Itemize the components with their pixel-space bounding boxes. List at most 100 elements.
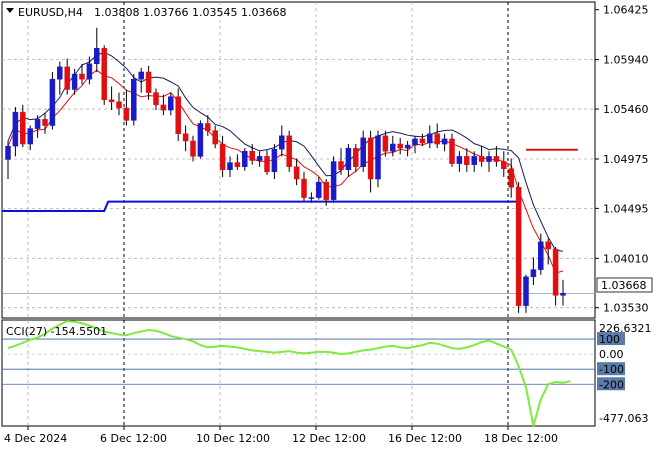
candle-body (131, 78, 137, 121)
candle-body (538, 241, 544, 270)
candle-body (5, 145, 11, 160)
candle-body (545, 241, 551, 250)
price-axis: 1.06425 1.05940 1.05460 1.04975 1.04495 1.040… (595, 4, 649, 315)
candle-body (34, 119, 41, 129)
slow-moving-average (7, 51, 564, 252)
candle-body (108, 99, 115, 103)
ohlc-values: 1.03808 1.03766 1.03545 1.03668 (94, 6, 286, 19)
candle-body (434, 133, 440, 145)
candle-body (116, 101, 122, 109)
candle-body (138, 71, 144, 80)
price-tick-label: 1.04495 (603, 202, 649, 215)
price-tick-label: 1.06425 (603, 4, 649, 17)
candle-body (79, 73, 85, 80)
candle-body (523, 276, 529, 306)
candle-body (404, 144, 411, 149)
price-tick-label: 1.05460 (603, 103, 649, 116)
cci-tick-label: 226.6321 (599, 322, 652, 335)
candle-body (367, 137, 374, 180)
candle-body (301, 178, 307, 198)
cci-tick-label: -200 (599, 378, 624, 391)
candle-body (64, 66, 70, 90)
cci-panel-border (1, 319, 596, 427)
candle-body (508, 168, 514, 188)
candle-body (12, 111, 19, 147)
candle-body (190, 140, 196, 157)
candle-body (552, 248, 559, 296)
cci-tick-label: 0.00 (599, 348, 624, 361)
candle-body (375, 135, 381, 180)
candle-body (160, 104, 167, 111)
cci-line-group (7, 319, 571, 427)
candle-body (279, 135, 285, 150)
fast-moving-average (7, 69, 564, 274)
candle-body (515, 187, 522, 306)
grid-lines (2, 2, 595, 426)
horizontal-lines (2, 148, 595, 294)
collapse-triangle-icon[interactable] (6, 8, 14, 13)
cci-tick-label: -477.063 (599, 412, 648, 425)
candle-body (212, 130, 218, 145)
candle-body (419, 138, 426, 144)
candle-body (153, 92, 159, 106)
candle-body (530, 269, 537, 278)
candle-body (101, 48, 107, 101)
symbol-label: EURUSD,H4 (18, 6, 83, 19)
candle-body (197, 123, 204, 157)
candle-body (20, 111, 26, 145)
candle-body (205, 123, 211, 131)
cci-tick-label: -100 (599, 363, 624, 376)
time-tick-label: 18 Dec 12:00 (484, 432, 558, 445)
cci-tick-label: 100 (599, 333, 620, 346)
candle-body (94, 48, 100, 65)
candle-body (501, 161, 507, 169)
candle-body (316, 181, 322, 198)
candle-body (71, 73, 78, 90)
candle-body (175, 96, 181, 135)
candle-body (471, 156, 477, 165)
current-price-label: 1.03668 (601, 279, 647, 292)
candle-body (493, 156, 500, 162)
candle-body (323, 181, 329, 200)
candle-body (227, 162, 233, 171)
candle-body (256, 156, 263, 161)
price-tick-label: 1.03530 (603, 302, 649, 315)
candle-body (42, 119, 48, 126)
price-panel-border (1, 1, 596, 319)
cci-level-lines (2, 338, 595, 385)
candle-body (330, 161, 337, 200)
candle-body (27, 128, 33, 145)
candle-body (168, 96, 174, 111)
candle-body (478, 156, 485, 162)
candle-body (390, 143, 396, 152)
cci-line (7, 319, 571, 427)
time-tick-label: 4 Dec 2024 (4, 432, 67, 445)
candle-body (271, 148, 278, 173)
candle-body (249, 151, 255, 161)
time-tick-label: 6 Dec 12:00 (100, 432, 167, 445)
candle-body (86, 63, 93, 80)
candle-body (464, 156, 470, 165)
price-tick-label: 1.04975 (603, 153, 649, 166)
time-axis: 4 Dec 2024 6 Dec 12:00 10 Dec 12:00 12 Dec … (4, 426, 558, 445)
candle-body (293, 166, 300, 180)
cci-level-box (597, 377, 625, 391)
cci-level-box (597, 362, 625, 376)
candle-body (345, 147, 352, 171)
candle-body (397, 143, 403, 149)
candlesticks (5, 27, 566, 313)
candle-body (441, 138, 448, 145)
candle-body (234, 162, 241, 167)
candle-body (338, 161, 344, 171)
candle-body (449, 138, 455, 164)
candle-body (382, 135, 389, 152)
candle-body (219, 143, 226, 171)
time-tick-label: 12 Dec 12:00 (292, 432, 366, 445)
candle-body (182, 133, 189, 142)
candle-body (412, 138, 418, 146)
candle-body (286, 135, 292, 167)
cci-level-box (597, 332, 625, 346)
